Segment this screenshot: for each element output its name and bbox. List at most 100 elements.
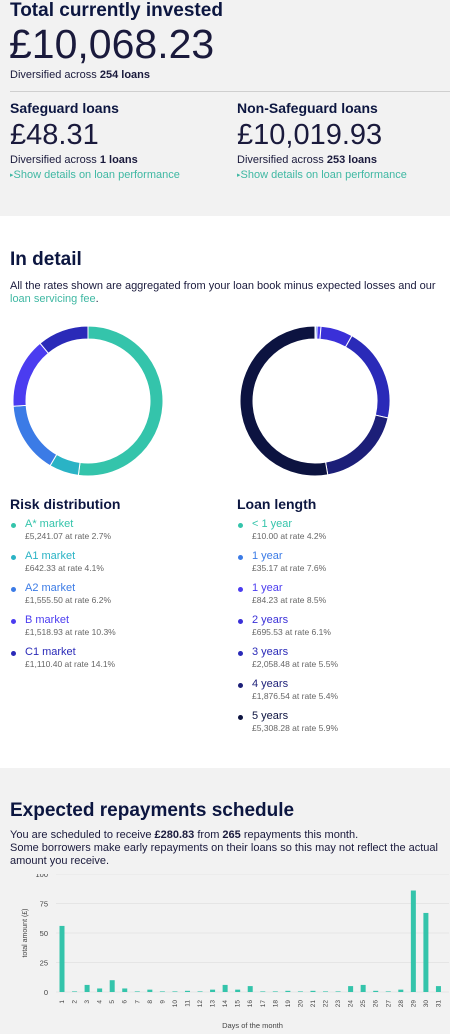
bullet-icon <box>238 715 243 720</box>
risk-slice-0[interactable] <box>77 325 164 477</box>
x-tick-label: 15 <box>235 1000 242 1008</box>
x-tick-label: 11 <box>184 1000 191 1007</box>
bar-day-27[interactable] <box>385 991 391 992</box>
bar-day-21[interactable] <box>310 990 316 992</box>
risk-distribution-title: Risk distribution <box>10 496 121 512</box>
bar-day-7[interactable] <box>134 991 140 992</box>
bullet-icon <box>238 555 243 560</box>
length-legend-detail: £2,058.48 at rate 5.5% <box>252 659 339 669</box>
risk-slice-3[interactable] <box>12 342 50 407</box>
bar-day-3[interactable] <box>84 984 90 992</box>
x-tick-label: 25 <box>360 1000 367 1008</box>
summary-diversified-label: Diversified across <box>10 69 100 81</box>
length-legend-detail: £10.00 at rate 4.2% <box>252 531 327 541</box>
bar-day-11[interactable] <box>184 990 190 992</box>
repayments-schedule-section: Expected repayments schedule You are sch… <box>0 768 450 1034</box>
bullet-icon <box>238 683 243 688</box>
caret-right-icon: ▸ <box>10 172 14 179</box>
bullet-icon <box>11 523 16 528</box>
safeguard-title: Safeguard loans <box>10 100 119 116</box>
bar-day-25[interactable] <box>360 984 366 992</box>
risk-legend-detail: £5,241.07 at rate 2.7% <box>25 531 112 541</box>
risk-legend-label: B market <box>25 614 70 626</box>
x-tick-label: 23 <box>335 1000 342 1008</box>
y-axis-label: total amount (£) <box>22 908 29 957</box>
bar-day-15[interactable] <box>235 989 241 992</box>
x-tick-label: 30 <box>423 1000 430 1008</box>
bar-day-19[interactable] <box>285 990 291 992</box>
bar-day-30[interactable] <box>423 912 429 992</box>
bullet-icon <box>238 619 243 624</box>
loan-length-legend: < 1 year £10.00 at rate 4.2% 1 year £35.17 … <box>236 518 338 742</box>
x-tick-label: 24 <box>348 1000 355 1008</box>
non-safeguard-performance-link[interactable]: ▸Show details on loan performance <box>237 169 407 181</box>
non-safeguard-column: Non-Safeguard loans £10,019.93 Diversifi… <box>237 100 407 181</box>
bar-day-29[interactable] <box>410 890 416 992</box>
safeguard-performance-link[interactable]: ▸Show details on loan performance <box>10 169 180 181</box>
x-tick-label: 3 <box>84 1000 91 1004</box>
bar-day-2[interactable] <box>72 991 78 992</box>
bar-day-6[interactable] <box>122 988 128 992</box>
summary-divider <box>10 91 450 92</box>
bar-day-26[interactable] <box>373 990 379 992</box>
y-tick-label: 75 <box>40 900 48 909</box>
x-tick-label: 4 <box>97 1000 104 1004</box>
repayments-summary-from: from <box>194 829 223 841</box>
bar-day-18[interactable] <box>272 991 278 992</box>
repayments-disclaimer: Some borrowers make early repayments on … <box>10 842 438 867</box>
x-tick-label: 22 <box>323 1000 330 1008</box>
in-detail-intro: All the rates shown are aggregated from … <box>10 280 450 306</box>
x-tick-label: 26 <box>373 1000 380 1008</box>
bar-day-23[interactable] <box>335 991 341 992</box>
x-tick-label: 5 <box>109 1000 116 1004</box>
x-tick-label: 28 <box>398 1000 405 1008</box>
loan-servicing-fee-link[interactable]: loan servicing fee <box>10 293 96 305</box>
length-legend-item: 5 years £5,308.28 at rate 5.9% <box>236 710 338 742</box>
repayments-summary-end: repayments this month. <box>240 829 359 841</box>
length-legend-detail: £35.17 at rate 7.6% <box>252 563 327 573</box>
bar-day-22[interactable] <box>323 991 329 992</box>
bar-day-13[interactable] <box>210 989 216 992</box>
length-legend-item: 4 years £1,876.54 at rate 5.4% <box>236 678 338 710</box>
risk-slice-2[interactable] <box>12 404 58 467</box>
length-legend-label: 5 years <box>252 710 289 722</box>
bar-day-24[interactable] <box>348 986 354 992</box>
bullet-icon <box>238 651 243 656</box>
x-tick-label: 18 <box>272 1000 279 1008</box>
non-safeguard-loan-count: 253 loans <box>326 154 377 166</box>
bar-day-17[interactable] <box>260 991 266 992</box>
length-slice-4[interactable] <box>344 335 391 419</box>
x-tick-label: 27 <box>385 1000 392 1008</box>
bar-day-16[interactable] <box>247 986 253 992</box>
length-slice-5[interactable] <box>324 414 389 476</box>
bar-day-12[interactable] <box>197 991 203 992</box>
risk-legend-label: A2 market <box>25 582 76 594</box>
bar-day-10[interactable] <box>172 991 178 992</box>
length-legend-label: 3 years <box>252 646 289 658</box>
bar-day-31[interactable] <box>435 986 441 992</box>
summary-diversified: Diversified across 254 loans <box>10 69 150 81</box>
bar-day-28[interactable] <box>398 989 404 992</box>
bar-day-9[interactable] <box>159 991 165 992</box>
repayments-summary: You are scheduled to receive £280.83 fro… <box>10 829 450 842</box>
bar-day-1[interactable] <box>59 925 65 992</box>
length-legend-detail: £695.53 at rate 6.1% <box>252 627 331 637</box>
x-tick-label: 16 <box>247 1000 254 1008</box>
bar-day-20[interactable] <box>297 991 303 992</box>
loan-length-donut <box>239 325 391 477</box>
length-legend-label: < 1 year <box>252 518 293 530</box>
in-detail-section: In detail All the rates shown are aggreg… <box>0 216 450 768</box>
risk-legend-detail: £1,555.50 at rate 6.2% <box>25 595 112 605</box>
length-legend-item: 3 years £2,058.48 at rate 5.5% <box>236 646 338 678</box>
bar-day-4[interactable] <box>97 988 103 992</box>
safeguard-loan-count: 1 loans <box>99 154 138 166</box>
bar-day-5[interactable] <box>109 980 115 992</box>
length-legend-label: 2 years <box>252 614 289 626</box>
length-slice-6[interactable] <box>239 325 329 477</box>
bar-day-8[interactable] <box>147 989 153 992</box>
length-legend-detail: £84.23 at rate 8.5% <box>252 595 327 605</box>
bullet-icon <box>11 651 16 656</box>
bar-day-14[interactable] <box>222 984 228 992</box>
x-tick-label: 1 <box>59 1000 66 1004</box>
risk-slice-4[interactable] <box>39 325 89 355</box>
